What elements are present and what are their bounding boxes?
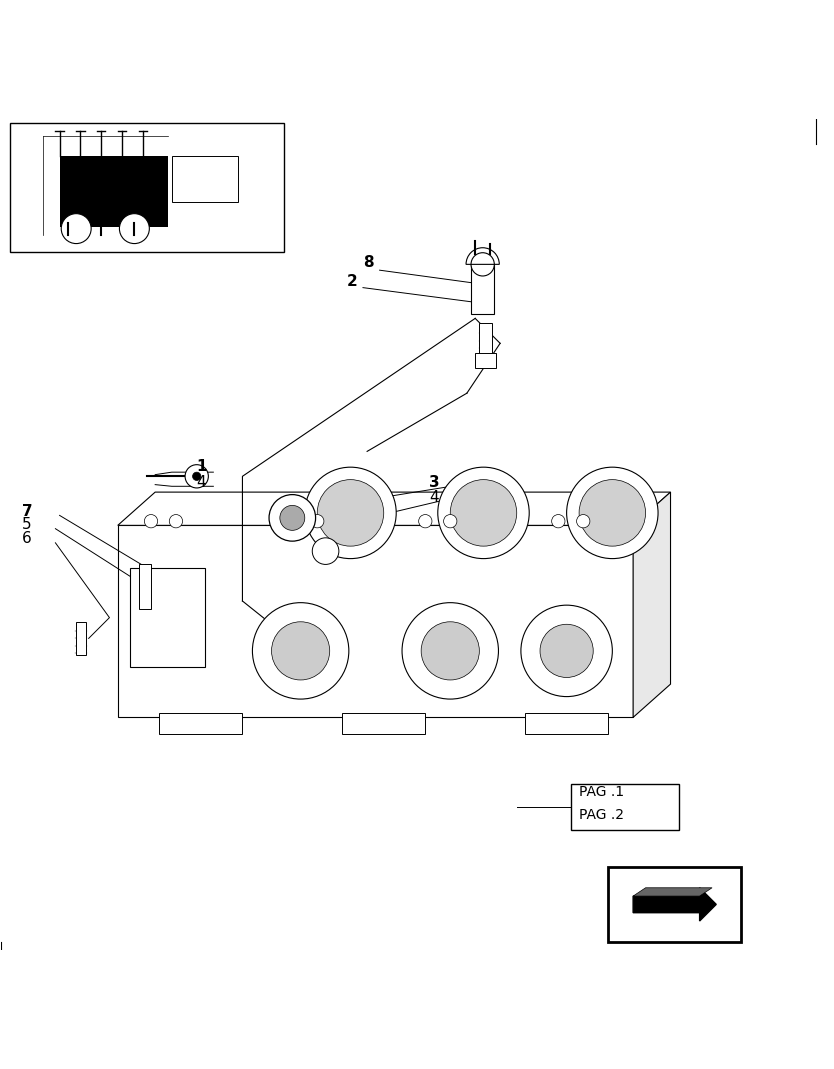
Circle shape — [521, 605, 612, 697]
Circle shape — [402, 603, 499, 699]
Circle shape — [286, 514, 299, 528]
Circle shape — [471, 252, 495, 276]
Circle shape — [193, 472, 201, 480]
Circle shape — [169, 514, 183, 528]
Bar — [342, 713, 425, 734]
Circle shape — [421, 622, 480, 680]
Text: 4: 4 — [430, 490, 439, 505]
Text: 7: 7 — [23, 503, 33, 518]
Circle shape — [280, 506, 304, 530]
Bar — [525, 713, 608, 734]
Polygon shape — [633, 887, 712, 896]
Circle shape — [444, 514, 457, 528]
Circle shape — [269, 495, 315, 541]
Bar — [138, 563, 151, 609]
Circle shape — [419, 514, 432, 528]
Bar — [471, 264, 495, 314]
Bar — [172, 156, 239, 202]
Circle shape — [438, 467, 530, 559]
Bar — [480, 323, 492, 356]
Polygon shape — [118, 492, 671, 525]
Circle shape — [253, 603, 349, 699]
Circle shape — [185, 465, 208, 487]
Circle shape — [119, 214, 149, 244]
Text: 5: 5 — [23, 517, 32, 532]
Circle shape — [450, 480, 517, 546]
Bar — [59, 156, 168, 227]
Circle shape — [310, 514, 324, 528]
Polygon shape — [633, 492, 671, 717]
Circle shape — [317, 480, 384, 546]
Text: 4: 4 — [197, 476, 206, 491]
Bar — [130, 568, 205, 667]
Text: 8: 8 — [363, 255, 374, 270]
Bar — [570, 784, 679, 830]
Circle shape — [61, 214, 91, 244]
Bar — [608, 867, 741, 942]
Circle shape — [304, 467, 396, 559]
Circle shape — [144, 514, 158, 528]
Bar — [159, 713, 243, 734]
Bar — [118, 525, 633, 717]
Text: PAG .1: PAG .1 — [579, 785, 624, 800]
Circle shape — [566, 467, 658, 559]
Circle shape — [312, 538, 339, 564]
Text: 2: 2 — [346, 275, 357, 290]
Polygon shape — [633, 887, 716, 921]
Bar — [10, 123, 284, 252]
Text: PAG .2: PAG .2 — [579, 807, 624, 822]
Text: 3: 3 — [430, 476, 440, 491]
Circle shape — [579, 480, 646, 546]
Circle shape — [576, 514, 590, 528]
Bar — [76, 622, 86, 655]
Bar — [475, 353, 496, 368]
Circle shape — [551, 514, 565, 528]
Text: 1: 1 — [197, 459, 207, 474]
Circle shape — [272, 622, 329, 680]
Circle shape — [540, 624, 593, 678]
Text: 6: 6 — [23, 531, 32, 546]
